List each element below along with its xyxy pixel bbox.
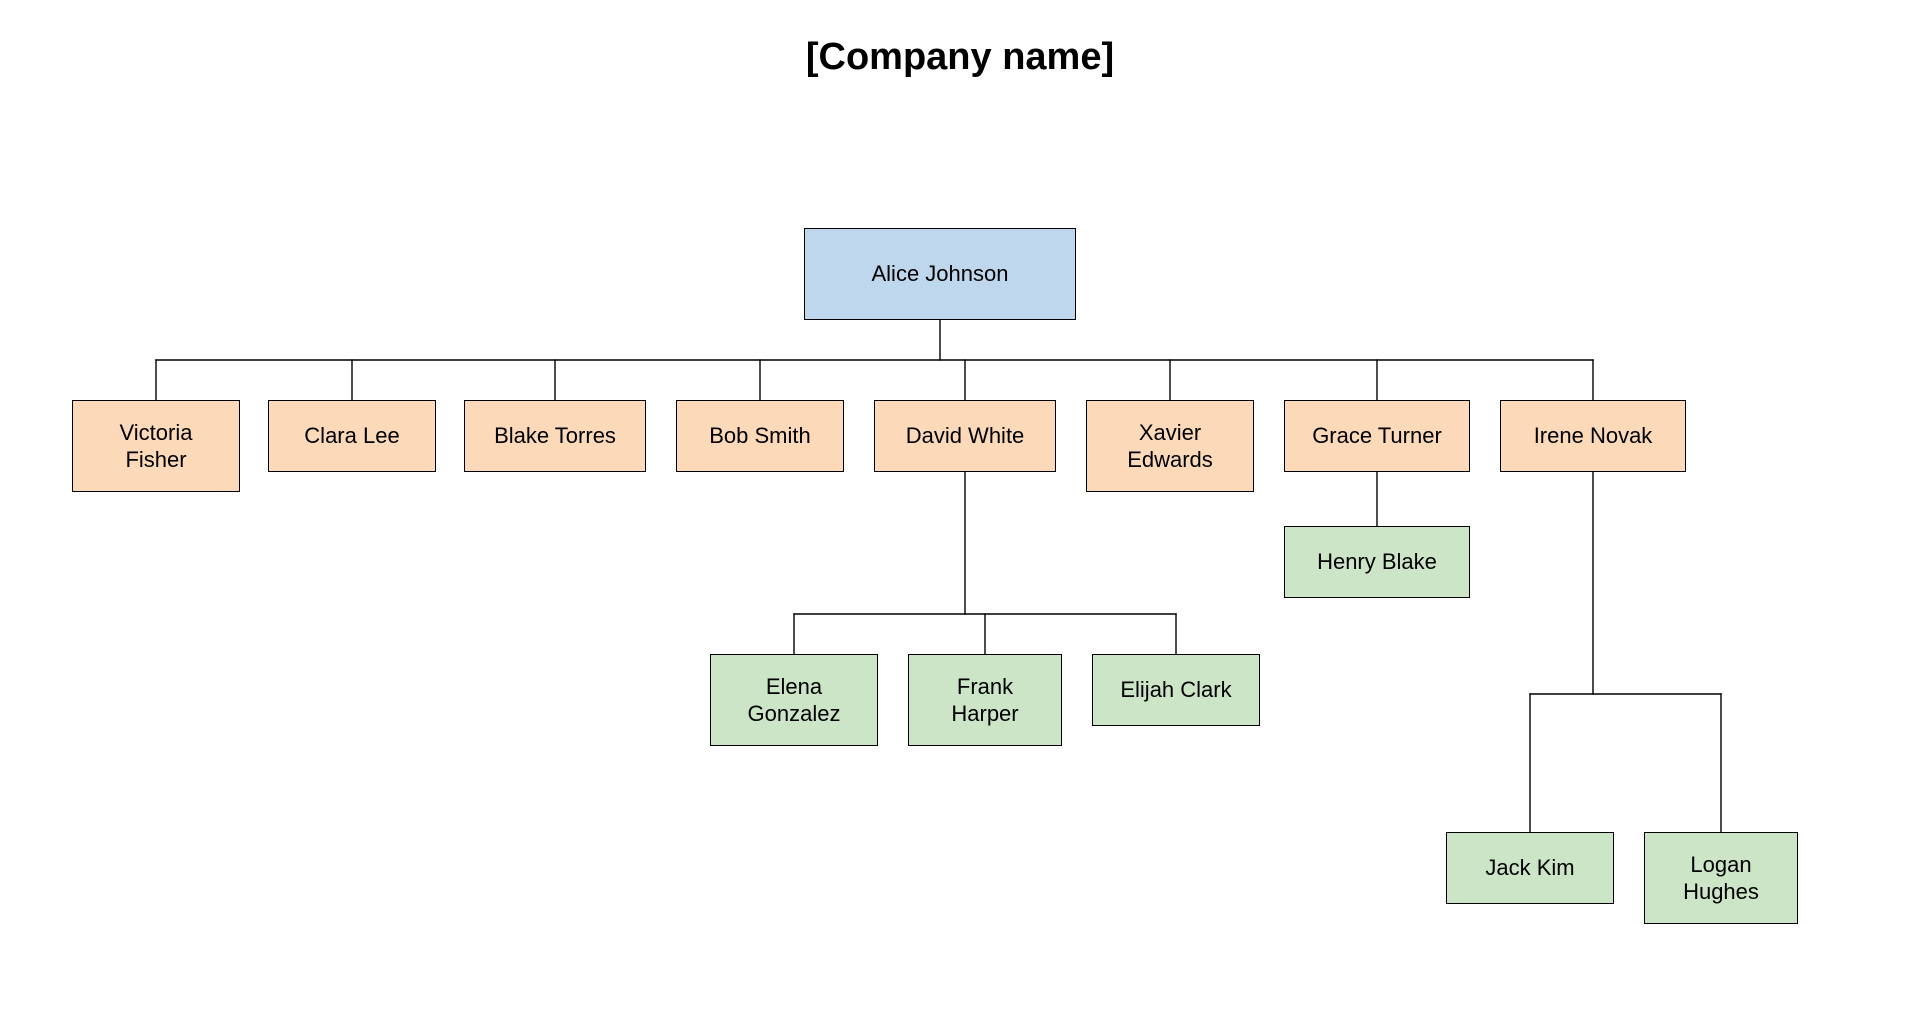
org-node-frank: Frank Harper xyxy=(908,654,1062,746)
org-node-victoria: Victoria Fisher xyxy=(72,400,240,492)
org-node-grace: Grace Turner xyxy=(1284,400,1470,472)
org-node-alice: Alice Johnson xyxy=(804,228,1076,320)
org-node-david: David White xyxy=(874,400,1056,472)
org-node-elena: Elena Gonzalez xyxy=(710,654,878,746)
org-chart-canvas: [Company name] Alice Johnson Victoria Fis… xyxy=(0,0,1920,1023)
org-node-jack: Jack Kim xyxy=(1446,832,1614,904)
org-node-xavier: Xavier Edwards xyxy=(1086,400,1254,492)
org-node-henry: Henry Blake xyxy=(1284,526,1470,598)
connectors-layer xyxy=(0,0,1920,1023)
org-node-irene: Irene Novak xyxy=(1500,400,1686,472)
org-node-elijah: Elijah Clark xyxy=(1092,654,1260,726)
chart-title: [Company name] xyxy=(0,36,1920,79)
org-node-clara: Clara Lee xyxy=(268,400,436,472)
org-node-logan: Logan Hughes xyxy=(1644,832,1798,924)
org-node-bob: Bob Smith xyxy=(676,400,844,472)
org-node-blake: Blake Torres xyxy=(464,400,646,472)
